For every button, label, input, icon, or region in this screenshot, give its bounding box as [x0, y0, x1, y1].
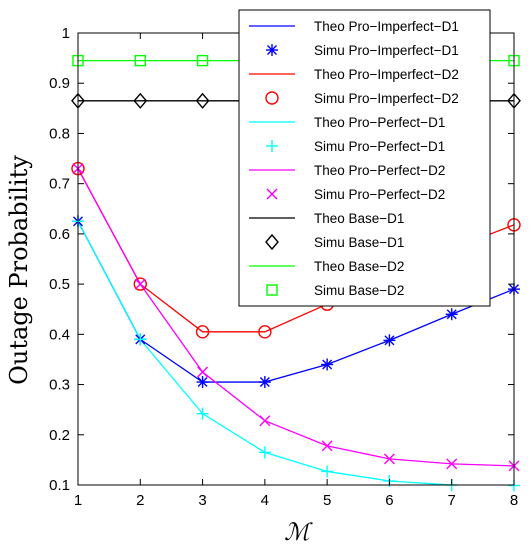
- data-point-simu-pro-imperfect-d2-4: [258, 325, 272, 339]
- data-point-simu-pro-perfect-d2-3: [197, 366, 209, 378]
- legend-marker-sample: [265, 233, 279, 251]
- legend: Theo Pro−Imperfect−D1 Simu Pro−Imperfect−…: [238, 9, 491, 307]
- legend-label: Simu Base−D1: [314, 235, 404, 250]
- data-point-simu-pro-perfect-d1-4: [258, 446, 271, 459]
- data-point-simu-pro-perfect-d1-3: [196, 407, 209, 420]
- legend-label: Simu Pro−Perfect−D2: [314, 187, 445, 202]
- y-tick-label: 0.1: [49, 477, 70, 494]
- data-point-simu-pro-perfect-d2-5: [321, 440, 333, 452]
- data-point-simu-base-d1-3: [195, 92, 210, 109]
- legend-entry-theo-pro-perfect-d2: Theo Pro−Perfect−D2: [249, 163, 445, 178]
- legend-label: Simu Pro−Perfect−D1: [314, 139, 445, 154]
- legend-marker-sample: [266, 188, 278, 200]
- data-point-simu-pro-perfect-d2-7: [446, 458, 458, 470]
- legend-entry-theo-pro-imperfect-d2: Theo Pro−Imperfect−D2: [249, 67, 459, 82]
- data-point-simu-pro-perfect-d1-2: [134, 333, 147, 346]
- x-tick-label: 6: [385, 492, 393, 509]
- legend-entry-theo-pro-imperfect-d1: Theo Pro−Imperfect−D1: [249, 19, 459, 34]
- legend-label: Theo Pro−Imperfect−D1: [314, 19, 459, 34]
- legend-entry-simu-base-d2: Simu Base−D2: [266, 283, 404, 298]
- axes: 1 2 3 4 5 6 7 8 0.1 0.2 0.3 0.4 0.5 0.6 0.7 0.8 0.9 1: [49, 25, 518, 509]
- legend-entry-theo-base-d1: Theo Base−D1: [249, 211, 404, 226]
- series-line-theo-pro-perfect-d2: [78, 168, 514, 467]
- series-line-theo-pro-perfect-d1: [78, 221, 514, 485]
- legend-marker-sample: [266, 44, 278, 56]
- legend-label: Simu Pro−Imperfect−D2: [314, 91, 459, 106]
- data-point-simu-pro-perfect-d2-2: [134, 278, 146, 290]
- y-tick-label: 0.2: [49, 427, 70, 444]
- x-tick-label: 1: [74, 492, 82, 509]
- legend-entry-simu-pro-imperfect-d1: Simu Pro−Imperfect−D1: [266, 43, 459, 58]
- data-point-simu-base-d1-2: [133, 92, 148, 109]
- data-point-simu-pro-imperfect-d1-6: [383, 334, 396, 347]
- x-tick-label: 5: [323, 492, 331, 509]
- legend-label: Theo Base−D1: [314, 211, 404, 226]
- data-point-simu-base-d2-3: [196, 54, 209, 67]
- legend-entry-theo-base-d2: Theo Base−D2: [249, 259, 404, 274]
- legend-entry-theo-pro-perfect-d1: Theo Pro−Perfect−D1: [249, 115, 445, 130]
- legend-marker-sample: [266, 284, 278, 296]
- y-tick-label: 0.5: [49, 276, 70, 293]
- legend-marker-sample: [266, 140, 278, 152]
- data-point-simu-pro-imperfect-d2-2: [133, 277, 147, 291]
- data-point-simu-pro-imperfect-d2-3: [195, 325, 210, 339]
- legend-label: Theo Pro−Perfect−D1: [314, 115, 445, 130]
- legend-entry-simu-base-d1: Simu Base−D1: [265, 233, 404, 251]
- legend-label: Simu Pro−Imperfect−D1: [314, 43, 459, 58]
- legend-label: Simu Base−D2: [314, 283, 404, 298]
- legend-entry-simu-pro-perfect-d1: Simu Pro−Perfect−D1: [266, 139, 445, 154]
- data-point-simu-pro-perfect-d2-4: [259, 415, 271, 427]
- y-tick-label: 0.6: [49, 226, 70, 243]
- data-point-simu-pro-perfect-d2-6: [383, 453, 395, 465]
- data-point-simu-base-d2-2: [134, 54, 146, 67]
- data-point-simu-pro-perfect-d1-5: [321, 465, 334, 478]
- legend-entry-simu-pro-imperfect-d2: Simu Pro−Imperfect−D2: [265, 91, 459, 106]
- x-axis-label: ℳ: [284, 518, 313, 546]
- data-point-simu-pro-imperfect-d1-3: [196, 376, 209, 389]
- legend-label: Theo Base−D2: [314, 259, 404, 274]
- data-point-simu-pro-imperfect-d1-7: [445, 308, 458, 321]
- y-tick-label: 0.8: [49, 125, 70, 142]
- x-tick-label: 7: [448, 492, 456, 509]
- legend-entry-simu-pro-perfect-d2: Simu Pro−Perfect−D2: [266, 187, 445, 202]
- y-tick-label: 0.4: [49, 326, 70, 343]
- data-point-simu-pro-imperfect-d1-5: [321, 358, 334, 371]
- y-tick-label: 1: [62, 25, 70, 42]
- legend-label: Theo Pro−Imperfect−D2: [314, 67, 459, 82]
- x-tick-label: 2: [136, 492, 144, 509]
- y-tick-label: 0.7: [49, 176, 70, 193]
- x-tick-label: 8: [510, 492, 518, 509]
- y-tick-label: 0.3: [49, 377, 70, 394]
- legend-marker-sample: [265, 91, 279, 105]
- data-point-simu-pro-imperfect-d1-4: [258, 376, 271, 389]
- x-tick-label: 3: [198, 492, 206, 509]
- legend-box: [238, 9, 491, 307]
- y-axis-label: Outage Probability: [5, 155, 33, 385]
- series-line-theo-pro-imperfect-d1: [78, 221, 514, 383]
- legend-label: Theo Pro−Perfect−D2: [314, 163, 445, 178]
- y-tick-label: 0.9: [49, 75, 70, 92]
- x-tick-label: 4: [261, 492, 269, 509]
